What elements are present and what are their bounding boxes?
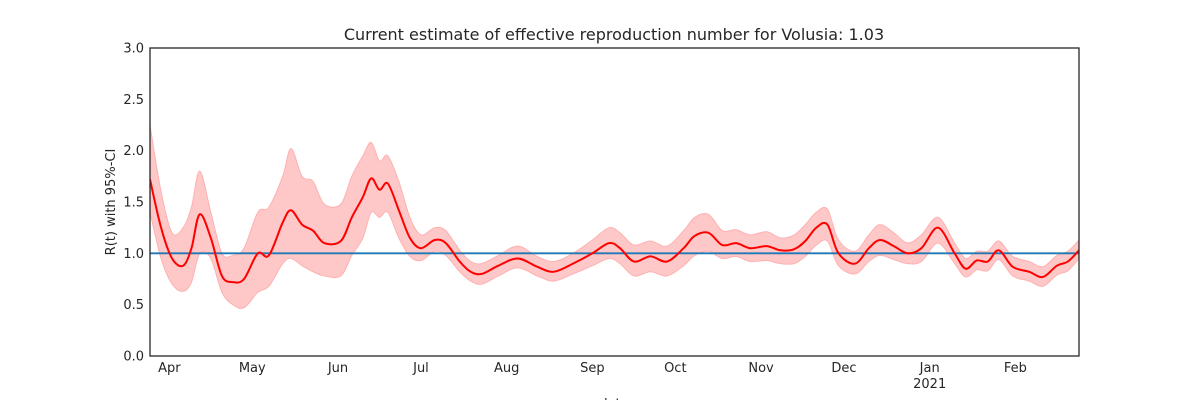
x-axis-label: date	[599, 397, 628, 400]
x-tick-label: Jun	[327, 361, 348, 376]
x-tick-label: Apr	[158, 361, 181, 376]
x-tick-label: Feb	[1004, 361, 1027, 376]
x-tick-label: Sep	[580, 361, 605, 376]
y-tick-label: 0.0	[123, 350, 144, 365]
x-tick-label: Nov	[748, 361, 774, 376]
y-axis: 0.0 0.5 1.0 1.5 2.0 2.5 3.0	[123, 42, 144, 365]
rt-estimate-line	[150, 177, 1079, 284]
x-tick-label: Oct	[664, 361, 686, 376]
series-layer	[150, 124, 1079, 309]
y-tick-label: 1.0	[123, 247, 144, 262]
x-tick-label: Jan	[919, 361, 940, 376]
x-tick-label: Jul	[412, 361, 429, 376]
y-tick-label: 2.0	[123, 144, 144, 159]
y-tick-label: 3.0	[123, 42, 144, 57]
y-tick-label: 2.5	[123, 93, 144, 108]
plot-area	[149, 47, 1080, 357]
chart-title: Current estimate of effective reproducti…	[344, 25, 884, 44]
plot-frame	[149, 47, 1080, 357]
x-tick-sublabel: 2021	[913, 377, 946, 392]
confidence-band	[150, 124, 1079, 309]
x-tick-label: May	[239, 361, 266, 376]
x-tick-label: Dec	[831, 361, 856, 376]
y-tick-label: 1.5	[123, 196, 144, 211]
x-tick-label: Aug	[494, 361, 519, 376]
y-tick-label: 0.5	[123, 298, 144, 313]
y-axis-label: R(t) with 95%-CI	[104, 149, 119, 256]
